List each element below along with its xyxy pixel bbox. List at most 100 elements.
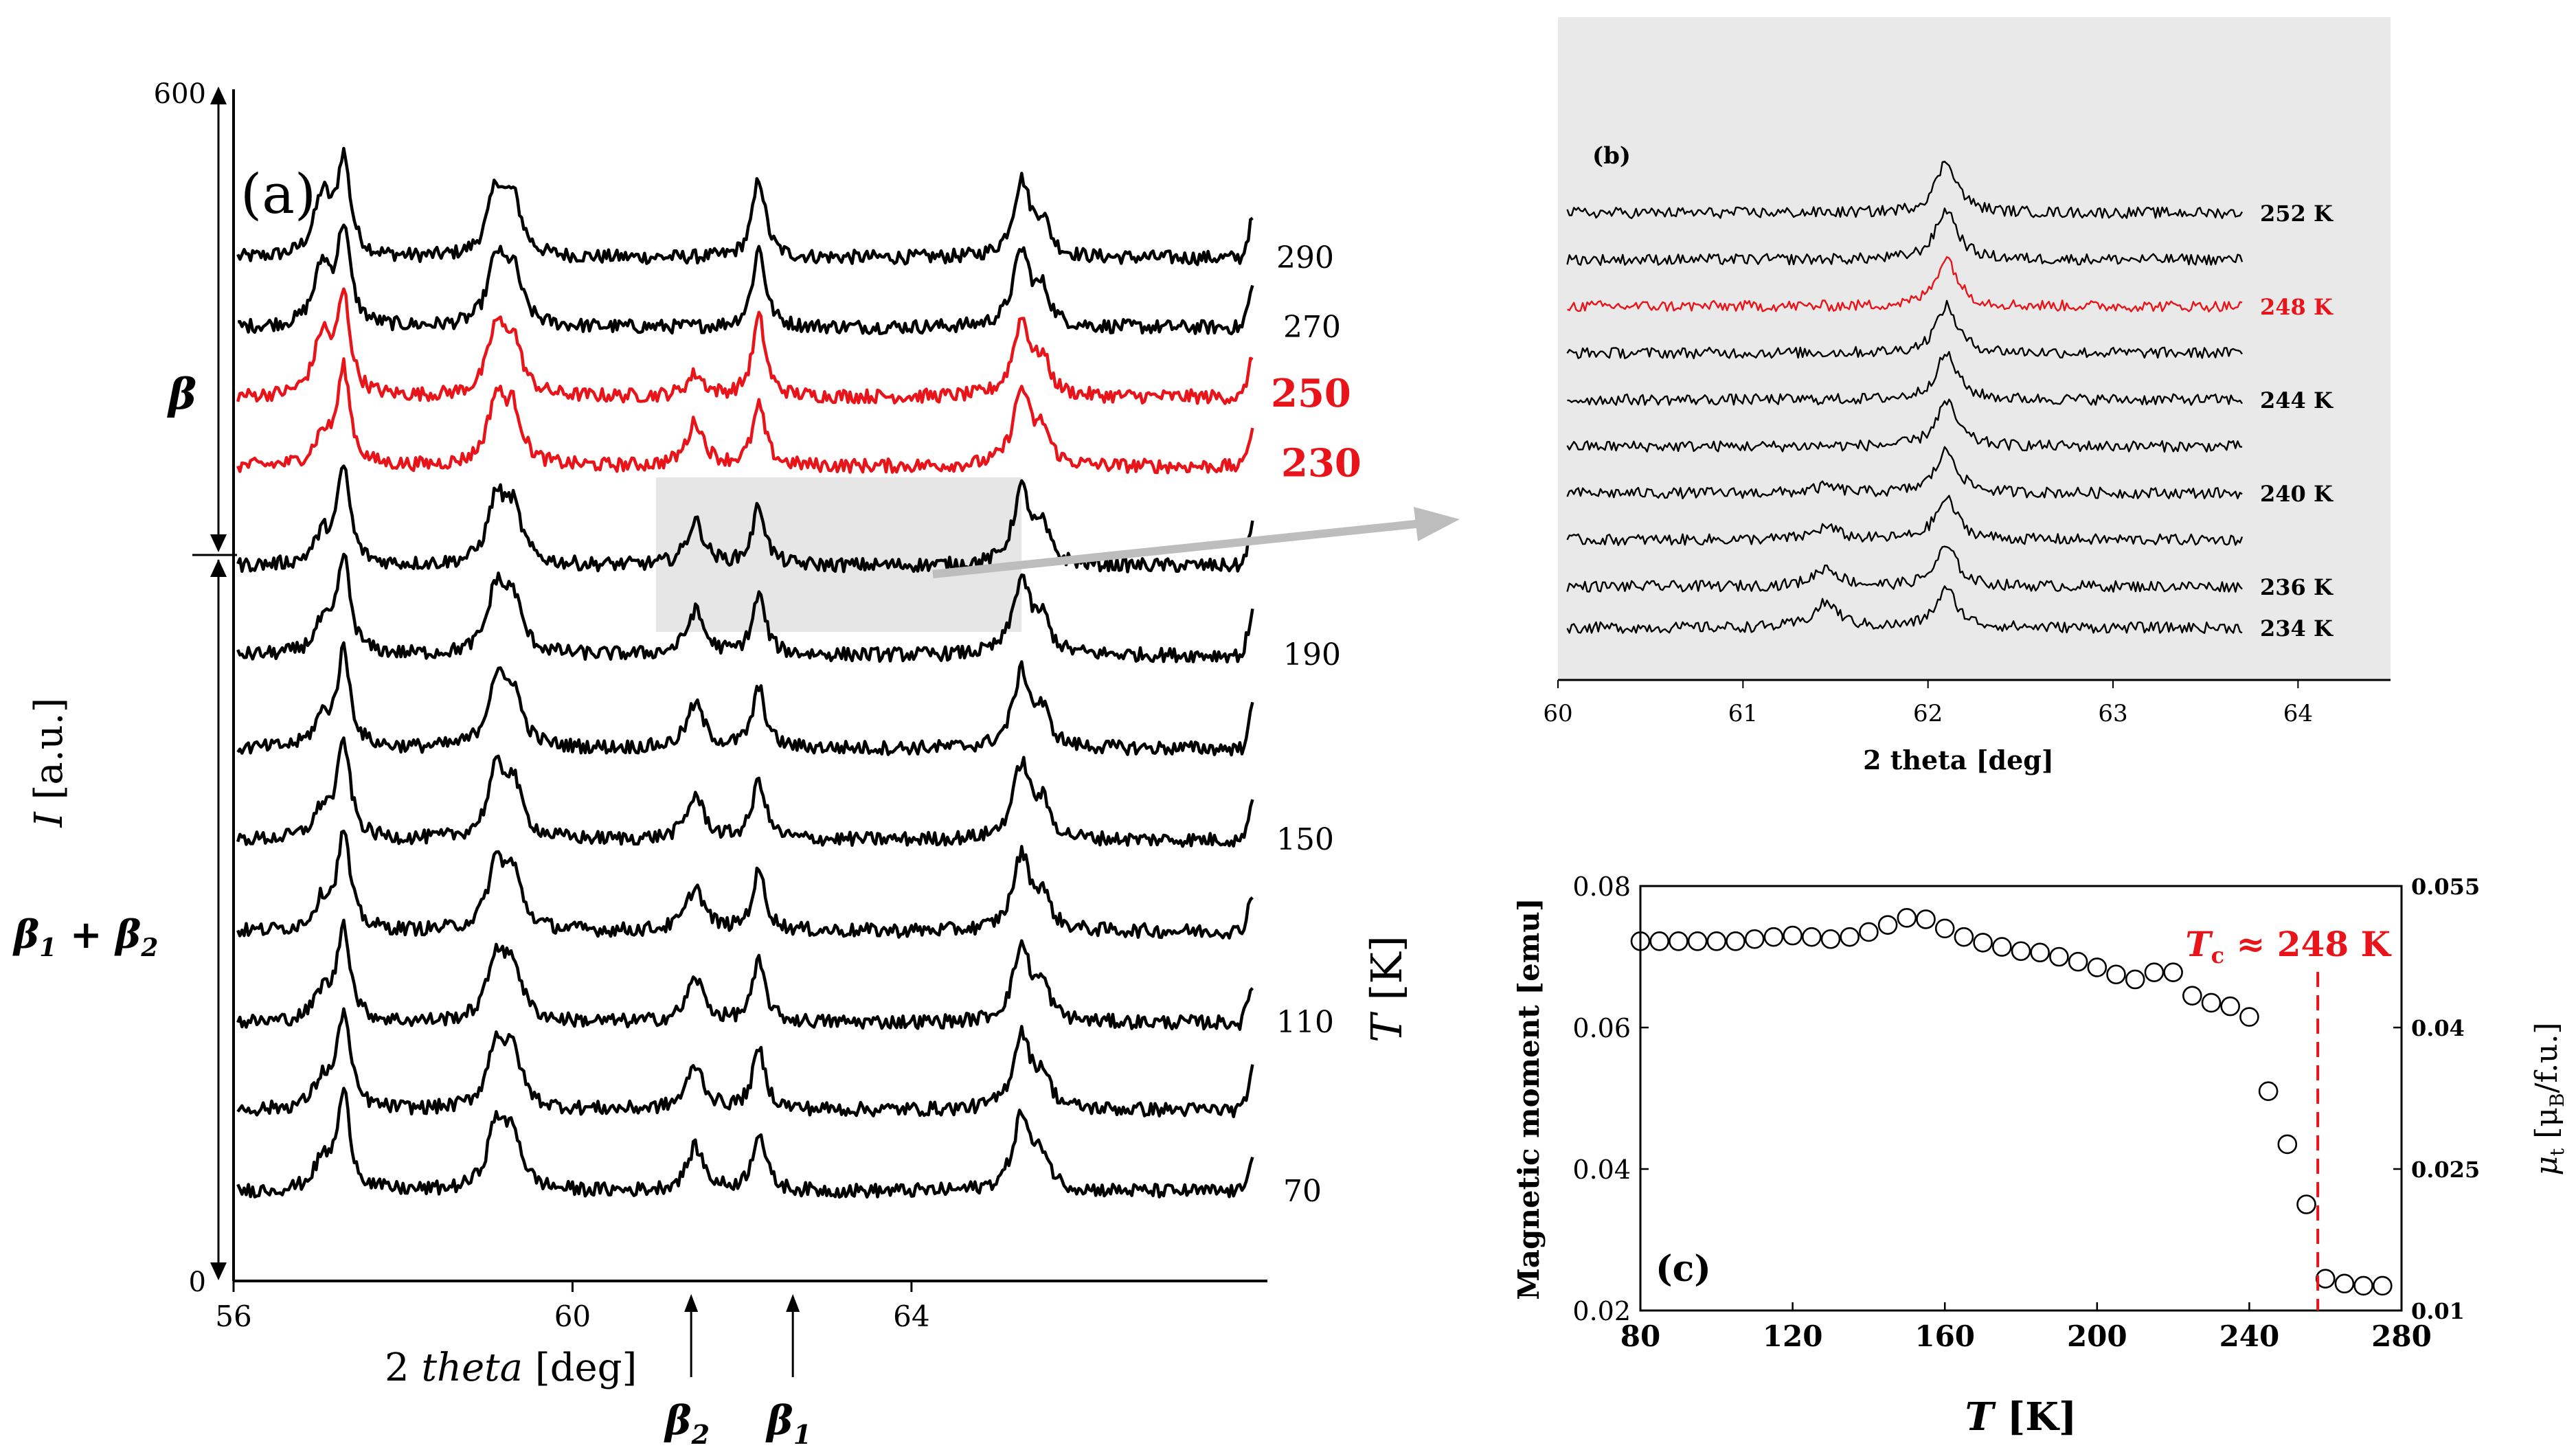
temperature-label-b-0: 252 K: [2260, 201, 2334, 227]
data-point-115K: [1763, 927, 1784, 947]
peak-marker-label-β1: β1: [765, 1397, 811, 1450]
beta-range-arrow-bottom: [210, 534, 227, 552]
trace-b-1: [1566, 207, 2244, 266]
x-tick-label-64: 64: [893, 1300, 929, 1333]
c-y-tick-label-0.02: 0.02: [1572, 1296, 1631, 1326]
data-point-145K: [1877, 915, 1898, 935]
temperature-label-230: 230: [1281, 440, 1362, 486]
c-x-tick-label-120: 120: [1763, 1319, 1823, 1353]
panel-b-x-ticks: 60 61 62 63 64: [1543, 680, 2313, 727]
data-point-205K: [2106, 964, 2126, 985]
c-x-tick-label-80: 80: [1620, 1319, 1660, 1353]
data-point-80K: [1630, 931, 1651, 951]
b-x-tick-label-61: 61: [1728, 700, 1758, 727]
trace-130K: [236, 829, 1254, 940]
data-point-150K: [1897, 908, 1917, 928]
panel-b-background: [1558, 17, 2391, 680]
c-x-tick-label-280: 280: [2371, 1319, 2432, 1353]
trace-270K: [237, 223, 1254, 336]
panel-a-peak-markers: β2 β1: [664, 1294, 811, 1450]
trace-b-8: [1566, 545, 2243, 593]
panel-b-x-label: 2 theta [deg]: [1863, 745, 2054, 775]
data-point-165K: [1954, 927, 1974, 947]
temperature-label-b-8: 236 K: [2260, 574, 2334, 600]
data-point-105K: [1726, 931, 1745, 951]
data-point-225K: [2182, 986, 2202, 1006]
trace-b-4: [1567, 351, 2243, 406]
temperature-label-b-4: 244 K: [2260, 387, 2334, 413]
data-point-110K: [1744, 929, 1765, 949]
phase-label-beta1-beta2: β1 + β2: [12, 912, 158, 962]
data-point-220K: [2163, 962, 2183, 982]
data-point-240K: [2239, 1007, 2259, 1027]
panel-b-temperature-labels: 252 K 248 K 244 K 240 K 236 K 234 K: [2260, 201, 2334, 642]
data-point-275K: [2373, 1275, 2393, 1296]
trace-b-2: [1567, 256, 2243, 313]
data-point-215K: [2144, 962, 2165, 982]
trace-b-0: [1566, 161, 2244, 219]
c-y2-tick-label-0.01: 0.01: [2411, 1298, 2465, 1324]
trace-250K: [236, 287, 1254, 405]
temperature-label-b-2: 248 K: [2260, 294, 2334, 320]
peak-marker-label-β2: β2: [664, 1397, 710, 1450]
panel-a-traces: [236, 146, 1254, 1199]
y-tick-600: 600: [154, 78, 206, 110]
data-point-120K: [1783, 925, 1803, 946]
temperature-label-b-9: 234 K: [2260, 615, 2334, 642]
data-point-200K: [2087, 957, 2108, 977]
panel-c-points: [1630, 908, 2393, 1296]
data-point-100K: [1706, 931, 1727, 951]
panel-a: 56 60 64 600 0 (a) β β1 + β2 I [a.u.] 2 th…: [12, 78, 1460, 1450]
trace-230K: [236, 357, 1254, 475]
b-x-tick-label-60: 60: [1543, 700, 1572, 727]
c-y-tick-label-0.08: 0.08: [1572, 872, 1631, 902]
trace-190K: [236, 552, 1254, 663]
x-tick-label-56: 56: [215, 1300, 251, 1333]
data-point-210K: [2125, 969, 2145, 990]
panel-b-label: (b): [1592, 142, 1631, 170]
temperature-label-70: 70: [1283, 1174, 1322, 1209]
panel-c-x-label: T [K]: [1965, 1394, 2077, 1440]
c-y-tick-label-0.04: 0.04: [1572, 1155, 1631, 1185]
data-point-265K: [2334, 1273, 2355, 1294]
temperature-label-290: 290: [1276, 240, 1334, 275]
panel-a-temperature-labels: 290 270 250 230 190 150 110 70: [1271, 240, 1362, 1209]
temperature-label-b-6: 240 K: [2260, 481, 2334, 507]
trace-b-7: [1566, 495, 2244, 546]
beta1-beta2-range-arrow-top: [210, 559, 227, 577]
data-point-125K: [1802, 927, 1822, 947]
data-point-95K: [1687, 931, 1708, 951]
panel-c-frame: [1639, 885, 2403, 1312]
beta1-beta2-range-arrow-bottom: [210, 1262, 227, 1280]
temperature-label-150: 150: [1276, 822, 1334, 857]
trace-90K: [236, 1007, 1254, 1119]
data-point-135K: [1840, 927, 1860, 947]
data-point-155K: [1916, 909, 1936, 929]
trace-70K: [236, 1087, 1254, 1199]
trace-150K: [236, 736, 1254, 848]
data-point-90K: [1669, 931, 1688, 951]
c-y-tick-label-0.06: 0.06: [1572, 1013, 1631, 1043]
panel-b-traces: [1566, 161, 2244, 634]
trace-b-5: [1566, 398, 2243, 453]
trace-110K: [236, 918, 1254, 1031]
c-x-tick-label-240: 240: [2219, 1319, 2280, 1353]
temperature-label-190: 190: [1283, 637, 1341, 672]
trace-170K: [236, 641, 1254, 757]
panel-a-x-label: 2 theta [deg]: [385, 1346, 637, 1390]
trace-290K: [236, 146, 1254, 266]
peak-marker-arrowhead-β1: [786, 1294, 800, 1312]
c-y2-tick-label-0.055: 0.055: [2411, 874, 2480, 900]
panel-a-temperature-axis-label: T [K]: [1362, 935, 1412, 1043]
panel-c-y2-label: μt [μB/f.u.]: [2529, 1022, 2568, 1175]
data-point-185K: [2030, 942, 2050, 963]
data-point-195K: [2068, 951, 2088, 972]
temperature-label-110: 110: [1276, 1005, 1334, 1040]
y-tick-0: 0: [189, 1267, 206, 1298]
phase-label-beta: β: [167, 369, 196, 419]
zoom-region-box: [656, 477, 1021, 632]
data-point-130K: [1820, 929, 1841, 949]
panel-c: 80 120 160 200 240 280 0.02 0.04 0.06 0.08 0.01 0.0…: [1512, 872, 2568, 1440]
